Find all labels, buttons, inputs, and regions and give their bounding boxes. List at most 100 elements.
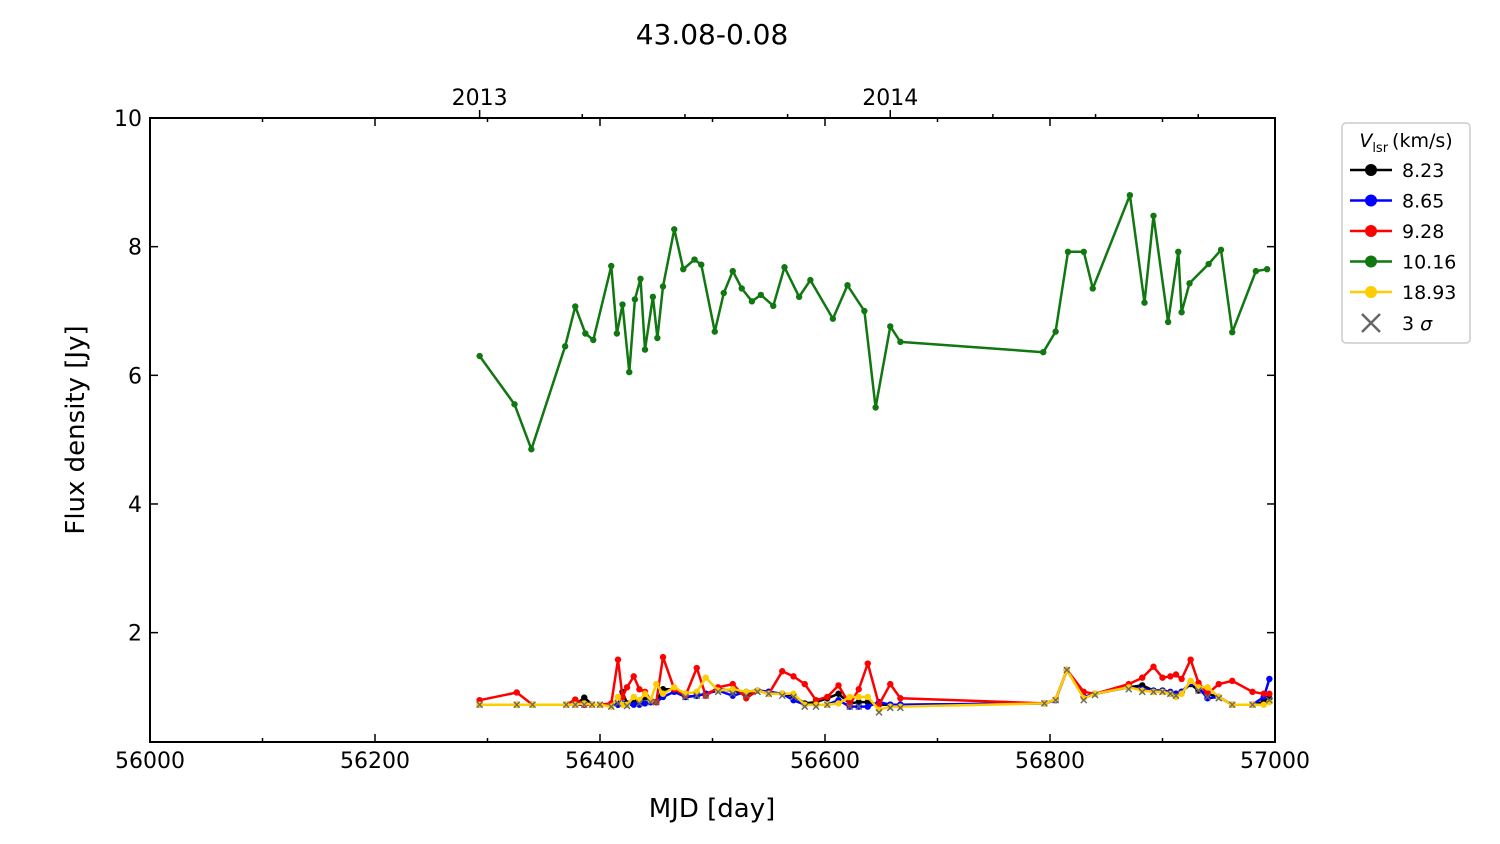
three-sigma-marker <box>647 698 655 706</box>
data-point-10_16 <box>1141 299 1148 306</box>
legend-title-unit: (km/s) <box>1392 130 1453 152</box>
data-point-10_16 <box>1150 212 1157 219</box>
x-tick-label: 56400 <box>565 749 635 774</box>
data-point-8_65 <box>864 703 871 710</box>
plot-frame <box>149 117 1276 743</box>
legend-title-main: V <box>1359 130 1374 152</box>
data-point-18_93 <box>581 700 588 707</box>
three-sigma-marker <box>682 693 689 701</box>
data-point-9_28 <box>1266 690 1273 697</box>
y-tick-label: 4 <box>128 493 142 518</box>
data-point-9_28 <box>1187 656 1194 663</box>
data-point-18_93 <box>1260 701 1267 708</box>
y-tick-label: 6 <box>128 364 142 389</box>
data-point-18_93 <box>659 690 667 697</box>
data-point-8_65 <box>1266 675 1273 683</box>
data-point-9_28 <box>855 686 862 693</box>
legend-label-8_23: 8.23 <box>1402 160 1444 182</box>
data-point-10_16 <box>680 265 687 273</box>
data-point-10_16 <box>887 323 894 330</box>
data-point-18_93 <box>1266 698 1273 706</box>
data-point-9_28 <box>801 680 808 688</box>
legend-3sigma-number: 3 <box>1402 313 1414 335</box>
three-sigma-marker <box>846 703 854 711</box>
y-axis-title: Flux density [Jy] <box>61 325 91 534</box>
data-point-8_23 <box>581 694 588 701</box>
three-sigma-marker <box>1091 691 1099 699</box>
three-sigma-marker <box>801 703 809 711</box>
x-tick-label: 56800 <box>1015 749 1085 774</box>
x-axis-title: MJD [day] <box>649 794 776 824</box>
data-point-9_28 <box>659 653 667 661</box>
data-point-18_93 <box>1204 684 1211 691</box>
data-point-18_93 <box>897 703 904 710</box>
data-point-18_93 <box>729 686 736 693</box>
legend-label-8_65: 8.65 <box>1402 191 1444 213</box>
chart-title: 43.08-0.08 <box>636 18 789 51</box>
data-point-10_16 <box>829 315 837 322</box>
data-point-18_93 <box>835 700 842 707</box>
data-point-10_16 <box>807 276 814 284</box>
data-point-9_28 <box>1139 674 1146 681</box>
data-point-10_16 <box>476 352 483 360</box>
data-point-10_16 <box>619 301 626 308</box>
three-sigma-marker <box>562 701 570 709</box>
series-line-9_28 <box>479 655 1270 706</box>
data-point-9_28 <box>1167 673 1174 680</box>
y-tick-label: 8 <box>128 236 142 261</box>
data-point-18_93 <box>1187 677 1194 685</box>
data-point-10_16 <box>626 368 633 376</box>
data-point-10_16 <box>872 404 879 411</box>
data-point-18_93 <box>653 680 660 688</box>
y-tick-label: 2 <box>128 622 142 647</box>
legend-marker-10_16 <box>1365 255 1377 268</box>
three-sigma-marker <box>607 703 615 711</box>
data-point-18_93 <box>1139 687 1146 694</box>
three-sigma-marker <box>742 692 750 700</box>
legend-label-18_93: 18.93 <box>1402 282 1456 304</box>
data-point-9_28 <box>729 680 736 688</box>
three-sigma-marker <box>1150 688 1157 696</box>
data-point-10_16 <box>691 256 698 263</box>
three-sigma-marker <box>812 703 820 711</box>
data-point-18_93 <box>647 696 654 704</box>
data-point-8_23 <box>835 690 842 697</box>
data-point-9_28 <box>1229 677 1236 685</box>
data-point-10_16 <box>1205 260 1212 268</box>
data-point-10_16 <box>572 303 579 310</box>
data-point-18_93 <box>1172 693 1180 701</box>
three-sigma-marker <box>729 690 737 698</box>
data-point-10_16 <box>757 291 765 299</box>
data-point-9_28 <box>630 673 637 680</box>
data-point-8_65 <box>636 701 643 708</box>
data-point-18_93 <box>801 701 808 708</box>
legend: Vlsr (km/s) 8.23 8.65 9.28 10.16 18.93 3 σ <box>1341 122 1471 344</box>
three-sigma-marker <box>1166 690 1174 698</box>
data-point-10_16 <box>844 282 851 289</box>
data-point-18_93 <box>641 690 649 697</box>
legend-title-sub: lsr <box>1372 141 1388 156</box>
three-sigma-marker <box>1040 699 1048 707</box>
data-point-18_93 <box>614 693 622 701</box>
data-point-18_93 <box>1080 695 1087 702</box>
three-sigma-marker <box>1138 688 1146 696</box>
data-point-18_93 <box>855 693 862 701</box>
data-point-10_16 <box>1126 191 1134 199</box>
data-point-10_16 <box>698 261 705 268</box>
three-sigma-marker <box>1228 701 1236 709</box>
three-sigma-marker <box>714 688 722 696</box>
data-point-18_93 <box>1178 690 1185 697</box>
data-point-10_16 <box>528 446 535 453</box>
data-point-10_16 <box>1178 309 1185 316</box>
data-point-9_28 <box>693 664 700 672</box>
three-sigma-marker <box>765 690 773 698</box>
data-point-18_93 <box>714 687 722 694</box>
legend-label-10_16: 10.16 <box>1402 252 1456 274</box>
three-sigma-marker <box>778 692 786 700</box>
legend-marker-18_93 <box>1365 286 1377 298</box>
three-sigma-marker <box>1265 696 1273 704</box>
data-point-10_16 <box>608 262 615 270</box>
data-point-8_65 <box>729 692 736 699</box>
data-point-18_93 <box>812 701 820 708</box>
three-sigma-marker <box>1215 694 1223 702</box>
